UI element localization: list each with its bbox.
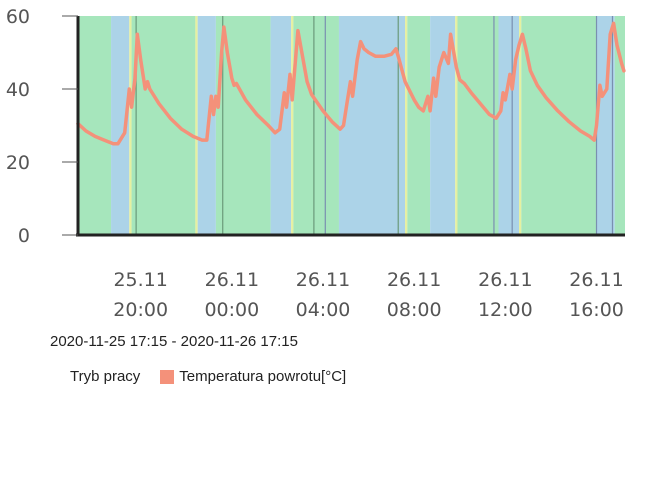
y-tick-label-0: 0 bbox=[18, 225, 30, 247]
mode-band-16 bbox=[498, 16, 520, 235]
date-range-label: 2020-11-25 17:15 - 2020-11-26 17:15 bbox=[50, 333, 298, 350]
mode-bands bbox=[78, 16, 625, 235]
legend: Tryb pracy Temperatura powrotu[°C] bbox=[70, 368, 346, 385]
mode-band-3 bbox=[131, 16, 196, 235]
x-tick-time-1: 00:00 bbox=[204, 299, 259, 321]
mode-band-20 bbox=[614, 16, 625, 235]
legend-swatch-temperature bbox=[160, 369, 175, 384]
axes bbox=[76, 16, 625, 237]
y-tick-label-1: 20 bbox=[6, 152, 30, 174]
legend-item-temperatura-powrotu[interactable]: Temperatura powrotu[°C] bbox=[179, 368, 347, 385]
x-tick-date-3: 26.11 bbox=[387, 269, 441, 291]
series-layer bbox=[76, 21, 626, 146]
legend-item-tryb-pracy[interactable]: Tryb pracy bbox=[70, 368, 141, 385]
mode-band-12 bbox=[407, 16, 431, 235]
y-tick-label-2: 40 bbox=[6, 79, 30, 101]
x-tick-date-4: 26.11 bbox=[478, 269, 532, 291]
mode-band-1 bbox=[111, 16, 130, 235]
mode-band-15 bbox=[457, 16, 499, 235]
x-tick-time-2: 04:00 bbox=[296, 299, 351, 321]
x-tick-time-5: 16:00 bbox=[569, 299, 624, 321]
mode-band-18 bbox=[521, 16, 597, 235]
x-tick-date-5: 26.11 bbox=[569, 269, 623, 291]
x-tick-labels: 25.11 20:00 26.11 00:00 26.11 04:00 26.11 08:00… bbox=[113, 269, 624, 321]
x-tick-time-3: 08:00 bbox=[387, 299, 442, 321]
y-tick-labels: 0 20 40 60 bbox=[6, 6, 78, 247]
x-tick-date-1: 26.11 bbox=[205, 269, 259, 291]
mode-band-8 bbox=[291, 16, 294, 235]
x-tick-time-0: 20:00 bbox=[113, 299, 168, 321]
series-line-0 bbox=[76, 21, 626, 146]
mode-band-11 bbox=[405, 16, 408, 235]
mode-band-14 bbox=[455, 16, 458, 235]
mode-band-2 bbox=[129, 16, 132, 235]
mode-band-17 bbox=[519, 16, 522, 235]
mode-band-19 bbox=[596, 16, 615, 235]
x-tick-date-2: 26.11 bbox=[296, 269, 350, 291]
x-tick-date-0: 25.11 bbox=[113, 269, 167, 291]
mode-band-6 bbox=[215, 16, 271, 235]
y-tick-label-3: 60 bbox=[6, 6, 30, 28]
mode-band-0 bbox=[78, 16, 112, 235]
mode-band-4 bbox=[195, 16, 198, 235]
x-tick-time-4: 12:00 bbox=[478, 299, 533, 321]
